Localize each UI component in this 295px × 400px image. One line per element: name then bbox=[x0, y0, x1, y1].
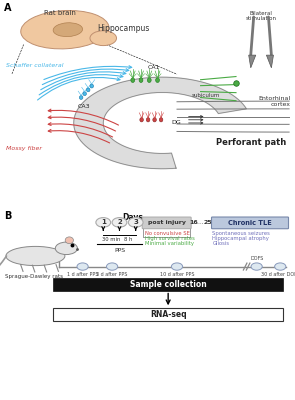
Text: 1: 1 bbox=[101, 219, 106, 225]
Text: 16: 16 bbox=[189, 220, 198, 226]
Circle shape bbox=[112, 218, 127, 227]
Ellipse shape bbox=[90, 31, 117, 46]
Text: Days: Days bbox=[122, 213, 143, 222]
Ellipse shape bbox=[79, 96, 83, 100]
Circle shape bbox=[275, 263, 286, 270]
Text: Hippocampus: Hippocampus bbox=[98, 24, 150, 33]
Polygon shape bbox=[266, 55, 273, 68]
Text: post injury: post injury bbox=[148, 220, 186, 226]
Text: Perforant path: Perforant path bbox=[216, 138, 286, 146]
FancyBboxPatch shape bbox=[142, 217, 191, 229]
Ellipse shape bbox=[90, 84, 94, 88]
Text: 10 d after PPS: 10 d after PPS bbox=[160, 272, 194, 277]
Polygon shape bbox=[249, 55, 256, 68]
Text: 25: 25 bbox=[204, 220, 212, 226]
FancyBboxPatch shape bbox=[53, 308, 283, 321]
Text: PPS: PPS bbox=[114, 248, 125, 253]
Text: High survival rates: High survival rates bbox=[145, 236, 194, 242]
Text: CA1: CA1 bbox=[147, 65, 160, 70]
Text: No convulsive SE: No convulsive SE bbox=[145, 232, 189, 236]
Text: Rat brain: Rat brain bbox=[44, 10, 76, 16]
Text: B: B bbox=[4, 211, 12, 221]
Text: Hippocampal atrophy: Hippocampal atrophy bbox=[212, 236, 269, 242]
FancyBboxPatch shape bbox=[212, 217, 289, 229]
Circle shape bbox=[171, 263, 183, 270]
Text: RNA-seq: RNA-seq bbox=[150, 310, 186, 319]
Text: Gliosis: Gliosis bbox=[212, 241, 230, 246]
Ellipse shape bbox=[131, 78, 135, 82]
Text: 30 min: 30 min bbox=[102, 237, 121, 242]
Ellipse shape bbox=[55, 242, 77, 254]
Ellipse shape bbox=[65, 237, 73, 244]
Ellipse shape bbox=[148, 78, 151, 82]
Text: Chronic TLE: Chronic TLE bbox=[228, 220, 272, 226]
Ellipse shape bbox=[83, 92, 86, 96]
Text: 3 d after PPS: 3 d after PPS bbox=[96, 272, 128, 277]
Ellipse shape bbox=[159, 118, 163, 122]
Text: Spontaneous seizures: Spontaneous seizures bbox=[212, 232, 270, 236]
Text: Entorhinal
cortex: Entorhinal cortex bbox=[258, 96, 291, 107]
Text: 8 h: 8 h bbox=[124, 237, 132, 242]
Ellipse shape bbox=[156, 78, 159, 82]
Text: Schaffer collateral: Schaffer collateral bbox=[6, 63, 63, 68]
Text: 2: 2 bbox=[117, 219, 122, 225]
Text: Sprague-Dawley rats: Sprague-Dawley rats bbox=[5, 274, 63, 279]
FancyBboxPatch shape bbox=[53, 278, 283, 290]
Circle shape bbox=[128, 218, 143, 227]
Text: 30 d after DOFS: 30 d after DOFS bbox=[261, 272, 295, 277]
Ellipse shape bbox=[6, 246, 65, 266]
Text: 3: 3 bbox=[133, 219, 138, 225]
Ellipse shape bbox=[86, 88, 90, 92]
Circle shape bbox=[106, 263, 118, 270]
Text: CA3: CA3 bbox=[78, 104, 90, 108]
Circle shape bbox=[77, 263, 88, 270]
Ellipse shape bbox=[139, 78, 143, 82]
Circle shape bbox=[251, 263, 262, 270]
Ellipse shape bbox=[21, 10, 109, 49]
Circle shape bbox=[96, 218, 111, 227]
Ellipse shape bbox=[140, 118, 143, 122]
Text: Mossy fiber: Mossy fiber bbox=[6, 146, 42, 151]
Text: 1 d after PPS: 1 d after PPS bbox=[67, 272, 98, 277]
Text: Minimal variability: Minimal variability bbox=[145, 241, 194, 246]
Ellipse shape bbox=[53, 23, 83, 37]
Text: Sample collection: Sample collection bbox=[130, 280, 206, 289]
Text: subiculum: subiculum bbox=[192, 93, 220, 98]
Ellipse shape bbox=[153, 118, 156, 122]
Ellipse shape bbox=[146, 118, 150, 122]
Text: DOFS: DOFS bbox=[250, 256, 263, 261]
Text: A: A bbox=[4, 3, 12, 13]
Polygon shape bbox=[74, 77, 246, 169]
Text: Bilateral
stimulation: Bilateral stimulation bbox=[245, 10, 277, 21]
Text: DG: DG bbox=[171, 120, 181, 126]
